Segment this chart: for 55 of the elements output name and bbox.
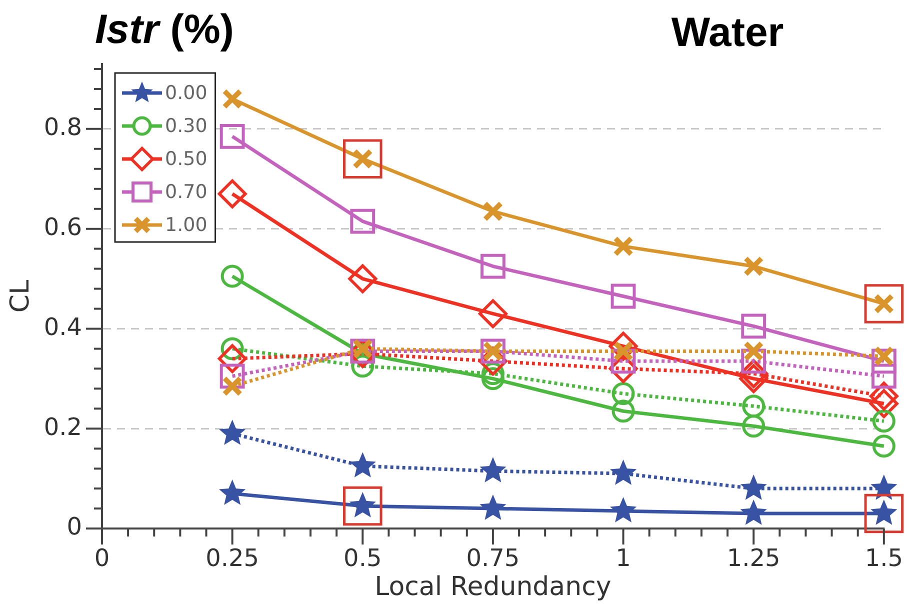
point [864,494,904,534]
x-tick-label: 0.5 [344,544,382,572]
x-tick-label: 0 [94,544,110,572]
y-tick-label: 0.4 [44,312,82,341]
point [481,367,504,390]
y-tick-label: 0 [66,512,82,541]
y-tick-label: 0.2 [44,412,82,441]
legend-title: Istr (%) [95,6,234,52]
legend-label: 0.50 [165,148,208,170]
point [742,414,766,438]
legend-label: 0.30 [165,114,208,137]
point [610,497,637,522]
y-tick-label: 0.6 [44,213,82,242]
point [741,314,766,339]
point [343,139,382,179]
point [219,420,246,445]
y-tick-label: 0.8 [44,113,82,142]
point [612,400,635,423]
point [350,208,376,234]
point [478,299,508,328]
point [740,474,767,500]
point [613,236,634,257]
x-tick-label: 0.25 [206,544,260,572]
x-tick-label: 1.25 [726,544,780,572]
x-tick-label: 0.75 [466,544,520,572]
point [220,264,244,288]
point [610,284,636,309]
x-tick-label: 1.5 [864,544,903,572]
x-axis-title: Local Redundancy [374,572,612,602]
point [864,284,904,324]
point [480,254,506,279]
point [480,457,506,482]
point [872,434,896,458]
point [740,500,767,525]
point [219,480,246,505]
point [612,382,635,406]
point [742,394,766,418]
point [481,362,504,386]
y-axis-title: CL [5,279,36,313]
point [610,460,637,485]
legend-label: 0.00 [165,82,208,104]
x-tick-label: 1 [616,544,631,572]
chart-title: Water [671,9,784,55]
point [872,410,896,433]
legend-label: 1.00 [165,214,208,236]
point [482,201,504,222]
point [343,486,382,526]
point [218,179,247,208]
point [348,264,378,294]
point [220,124,245,149]
point [871,364,896,389]
point [222,88,243,110]
point [480,494,506,520]
legend-label: 0.70 [165,180,208,203]
point [743,256,764,277]
